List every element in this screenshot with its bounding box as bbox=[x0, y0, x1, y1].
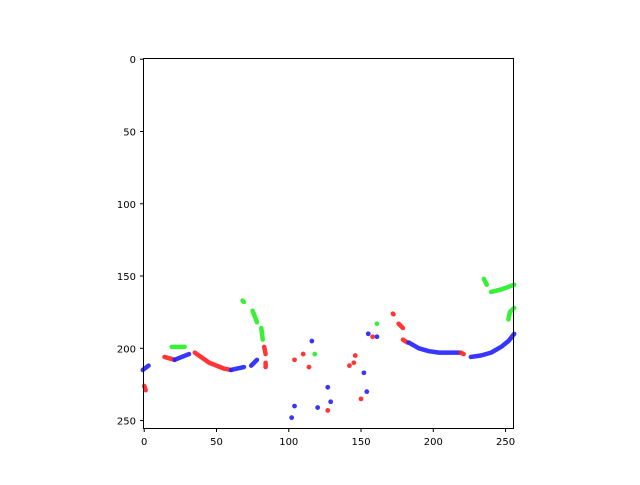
x-tick-label: 200 bbox=[424, 437, 443, 448]
stroke-blue-16 bbox=[406, 340, 462, 355]
stroke-blue-6 bbox=[228, 364, 247, 373]
y-tick-label: 250 bbox=[117, 417, 136, 428]
dot-red-4 bbox=[306, 364, 312, 370]
y-tick-label: 150 bbox=[117, 272, 136, 283]
stroke-red-17 bbox=[458, 350, 466, 357]
dot-green-3 bbox=[312, 351, 318, 357]
axes-frame bbox=[143, 58, 514, 429]
plot-area bbox=[143, 58, 514, 429]
dot-blue-9 bbox=[325, 384, 331, 390]
stroke-red-14 bbox=[396, 321, 406, 331]
dot-red-6 bbox=[351, 360, 357, 366]
dot-red-7 bbox=[347, 363, 352, 369]
dot-blue-16 bbox=[365, 331, 371, 337]
stroke-green-9 bbox=[250, 308, 260, 325]
stroke-green-21 bbox=[506, 305, 517, 322]
y-tick-label: 0 bbox=[130, 55, 136, 66]
dot-red-14 bbox=[325, 408, 331, 413]
dot-blue-0 bbox=[309, 338, 315, 344]
dot-blue-8 bbox=[361, 370, 367, 376]
stroke-blue-7 bbox=[248, 357, 260, 368]
stroke-green-10 bbox=[259, 325, 265, 342]
stroke-red-5 bbox=[192, 350, 234, 373]
dot-red-5 bbox=[352, 353, 358, 358]
stroke-red-1 bbox=[141, 383, 148, 393]
stroke-red-13 bbox=[390, 311, 396, 317]
dot-blue-12 bbox=[289, 415, 295, 421]
stroke-blue-3 bbox=[172, 351, 192, 363]
dot-blue-11 bbox=[292, 403, 297, 409]
dot-blue-17 bbox=[374, 334, 380, 340]
dot-red-2 bbox=[300, 351, 306, 357]
y-tick-label: 200 bbox=[117, 344, 136, 355]
stroke-green-20 bbox=[488, 282, 517, 295]
x-tick-label: 50 bbox=[210, 437, 223, 448]
dot-green-19 bbox=[374, 321, 380, 327]
dot-blue-10 bbox=[315, 405, 321, 410]
dot-red-18 bbox=[370, 334, 375, 340]
x-tick-label: 250 bbox=[496, 437, 515, 448]
dot-red-13 bbox=[358, 396, 364, 402]
x-tick-label: 150 bbox=[351, 437, 370, 448]
dot-blue-15 bbox=[328, 399, 334, 405]
dot-blue-20 bbox=[364, 389, 370, 395]
x-tick-label: 0 bbox=[141, 437, 147, 448]
stroke-green-8 bbox=[240, 298, 247, 305]
stroke-red-11 bbox=[261, 344, 268, 357]
y-tick-label: 100 bbox=[117, 200, 136, 211]
stroke-blue-18 bbox=[468, 331, 517, 360]
y-tick-label: 50 bbox=[123, 127, 136, 138]
dot-red-1 bbox=[292, 357, 297, 363]
x-tick-label: 100 bbox=[279, 437, 298, 448]
stroke-green-19 bbox=[481, 276, 490, 287]
